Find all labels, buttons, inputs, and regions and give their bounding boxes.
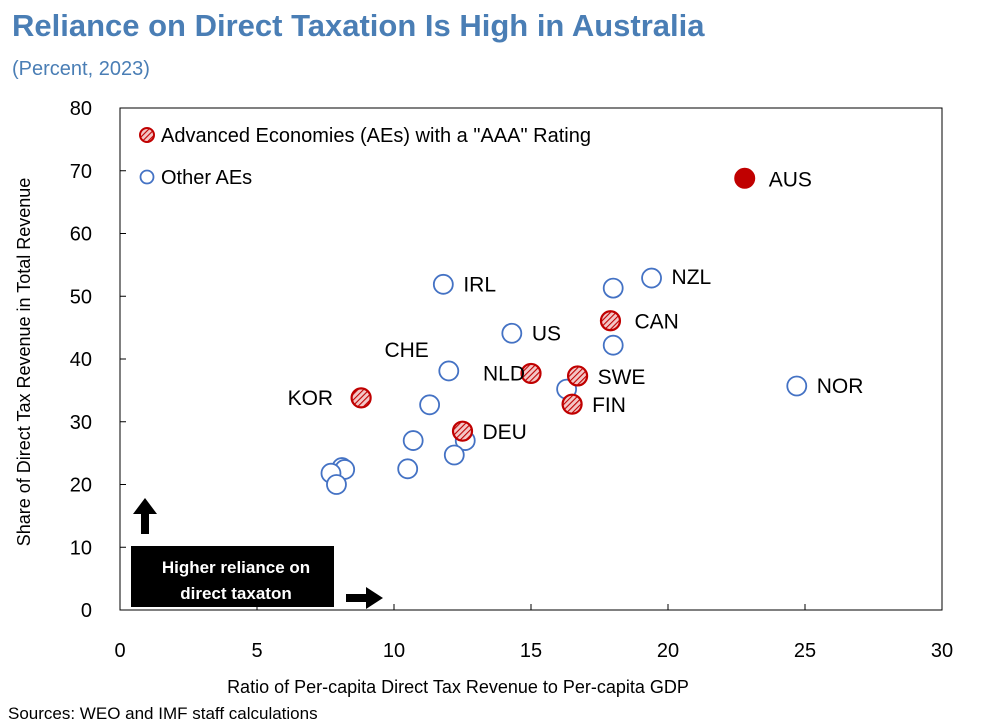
y-axis-label: Share of Direct Tax Revenue in Total Rev… [14,178,34,547]
point-nld [520,362,542,385]
x-tick-label: 25 [794,640,816,662]
x-tick-label: 30 [931,640,953,662]
annotation: Higher reliance on direct taxaton [131,498,383,609]
point-unlabeled [443,444,465,466]
legend-marker-aaa [139,127,155,143]
y-tick-label: 20 [70,475,92,497]
x-tick-label: 15 [520,640,542,662]
point-label-fin: FIN [592,394,626,417]
right-arrow-icon [346,587,383,609]
x-axis-label: Ratio of Per-capita Direct Tax Revenue t… [227,677,689,697]
y-tick-label: 10 [70,537,92,559]
x-tick-label: 5 [251,640,262,662]
up-arrow-icon [133,498,157,534]
point-label-swe: SWE [598,366,646,389]
point-unlabeled [602,334,624,356]
point-irl [432,273,454,295]
point-unlabeled [602,277,624,299]
point-label-nld: NLD [483,362,525,385]
point-che [438,360,460,382]
point-unlabeled [402,430,424,451]
chart-title: Reliance on Direct Taxation Is High in A… [12,8,705,43]
legend-label-other: Other AEs [161,167,252,189]
point-label-nzl: NZL [672,266,712,289]
y-tick-label: 30 [70,412,92,434]
legend-label-aaa: Advanced Economies (AEs) with a "AAA" Ra… [161,125,591,147]
point-aus [734,167,756,189]
point-us [501,322,523,344]
source-note: Sources: WEO and IMF staff calculations [8,704,318,723]
point-fin [561,393,583,415]
y-tick-label: 0 [81,600,92,622]
x-tick-label: 20 [657,640,679,662]
annotation-box [131,546,334,607]
point-can [599,310,622,332]
x-tick-label: 10 [383,640,405,662]
x-tick-label: 0 [114,640,125,662]
point-label-deu: DEU [483,421,527,444]
point-label-kor: KOR [288,387,334,410]
point-kor [350,387,372,409]
legend-marker-other [139,169,155,185]
point-deu [451,420,474,442]
point-unlabeled [419,394,441,416]
point-unlabeled [326,474,347,495]
point-label-us: US [532,322,561,345]
annotation-line-2: direct taxaton [180,584,291,603]
data-points [320,167,808,495]
point-label-irl: IRL [463,273,496,296]
chart-subtitle: (Percent, 2023) [12,58,150,80]
y-tick-label: 80 [70,98,92,120]
point-label-nor: NOR [817,375,864,398]
data-labels: IRL US NZL NOR CHE AUS KOR DEU NLD SWE FIN CAN [288,168,864,444]
point-unlabeled [397,458,419,480]
y-tick-label: 40 [70,349,92,371]
point-label-aus: AUS [769,168,812,191]
point-nzl [641,267,662,289]
y-tick-label: 70 [70,161,92,183]
y-tick-label: 50 [70,286,92,308]
annotation-line-1: Higher reliance on [162,558,310,577]
y-tick-label: 60 [70,224,92,246]
legend: Advanced Economies (AEs) with a "AAA" Ra… [139,125,591,189]
axis-ticks: 0 5 10 15 20 25 30 0 10 20 30 40 50 60 70 80 [70,98,953,662]
point-label-can: CAN [634,311,678,334]
point-swe [566,365,589,387]
point-nor [786,375,808,397]
point-label-che: CHE [384,339,428,362]
